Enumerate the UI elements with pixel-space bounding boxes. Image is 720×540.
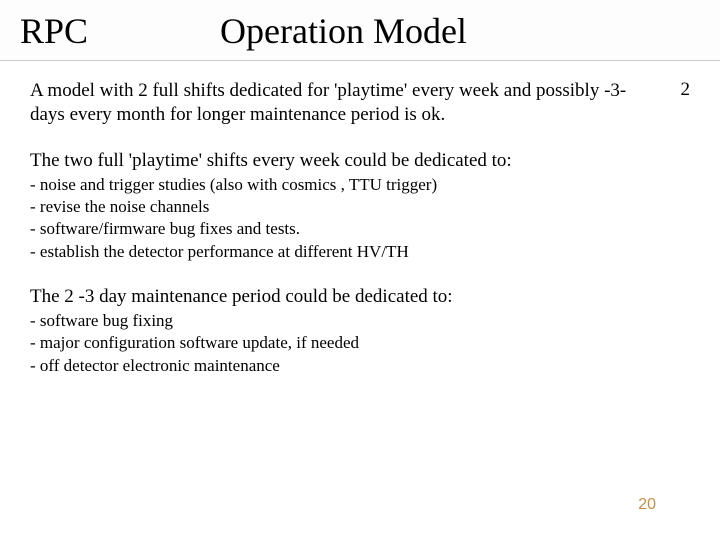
- intro-number: 2: [672, 79, 690, 101]
- title-right: Operation Model: [220, 10, 467, 52]
- bullet-item: - noise and trigger studies (also with c…: [30, 174, 690, 196]
- section2-heading: The 2 -3 day maintenance period could be…: [30, 285, 690, 309]
- bullet-item: - software/firmware bug fixes and tests.: [30, 218, 690, 240]
- bullet-item: - revise the noise channels: [30, 196, 690, 218]
- page-number: 20: [638, 496, 656, 514]
- section1-bullets: - noise and trigger studies (also with c…: [30, 174, 690, 262]
- section2-bullets: - software bug fixing - major configurat…: [30, 310, 690, 376]
- bullet-item: - software bug fixing: [30, 310, 690, 332]
- title-bar: RPC Operation Model: [0, 0, 720, 61]
- bullet-item: - off detector electronic maintenance: [30, 355, 690, 377]
- section1-heading: The two full 'playtime' shifts every wee…: [30, 149, 690, 173]
- bullet-item: - major configuration software update, i…: [30, 332, 690, 354]
- slide-content: A model with 2 full shifts dedicated for…: [0, 61, 720, 377]
- intro-row: A model with 2 full shifts dedicated for…: [30, 79, 690, 127]
- title-left: RPC: [20, 10, 220, 52]
- bullet-item: - establish the detector performance at …: [30, 241, 690, 263]
- intro-text: A model with 2 full shifts dedicated for…: [30, 79, 672, 127]
